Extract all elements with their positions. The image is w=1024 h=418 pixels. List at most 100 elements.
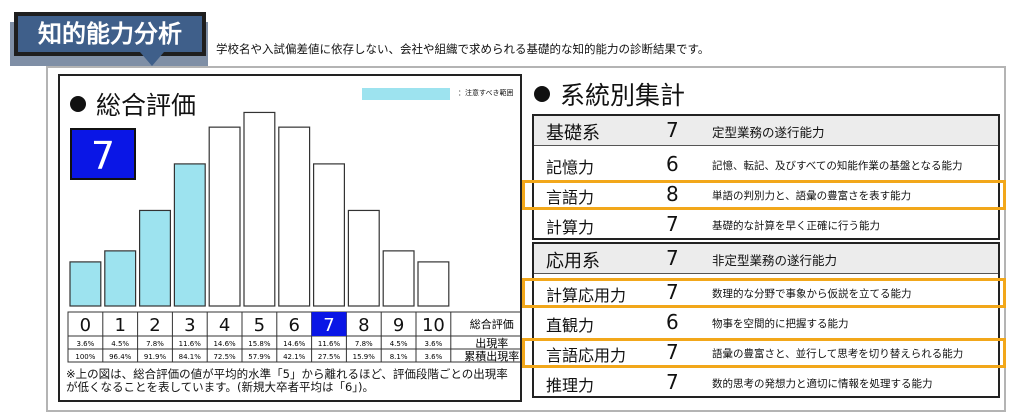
- category-label: 0: [80, 315, 91, 336]
- cumulative-label: 15.9%: [353, 353, 376, 361]
- bar-3: [173, 163, 206, 307]
- ability-score: 7: [666, 212, 679, 236]
- rate-label: 14.6%: [283, 340, 306, 348]
- systems-title: 系統別集計: [534, 76, 685, 112]
- tag-pointer: [140, 52, 164, 66]
- systems-title-text: 系統別集計: [560, 81, 686, 110]
- bar-5: [243, 111, 276, 307]
- section-tag: 知的能力分析: [14, 12, 206, 56]
- cumulative-label: 84.1%: [179, 353, 202, 361]
- overall-score: 7: [70, 128, 136, 180]
- highlight-outline: [522, 338, 1006, 368]
- rate-label: 7.8%: [355, 340, 373, 348]
- cumulative-label: 96.4%: [109, 353, 132, 361]
- rate-label: 7.8%: [146, 340, 164, 348]
- category-label: 5: [254, 315, 265, 336]
- cumulative-label: 42.1%: [283, 353, 306, 361]
- highlight-outline: [522, 180, 1006, 210]
- system-item-row: 計算力 7 基礎的な計算を早く正確に行う能力: [534, 210, 998, 240]
- ability-score: 7: [666, 246, 679, 270]
- cumulative-label: 72.5%: [213, 353, 236, 361]
- ability-score: 8: [666, 182, 679, 206]
- ability-desc: 数的思考の発想力と適切に情報を処理する能力: [712, 378, 933, 390]
- bar-8: [347, 209, 380, 307]
- ability-name: 計算応用力: [546, 286, 627, 305]
- rate-label: 15.8%: [248, 340, 271, 348]
- bar-4: [208, 126, 241, 307]
- category-label: 1: [114, 315, 125, 336]
- system-item-row: 直観力 6 物事を空間的に把握する能力: [534, 308, 998, 338]
- rate-label: 3.6%: [425, 340, 443, 348]
- bar-7: [313, 163, 346, 307]
- ability-desc: 物事を空間的に把握する能力: [712, 318, 849, 330]
- cumulative-label: 57.9%: [248, 353, 271, 361]
- ability-desc: 記憶、転記、及びすべての知能作業の基盤となる能力: [712, 160, 963, 172]
- ability-score: 7: [666, 118, 679, 142]
- cumulative-label: 91.9%: [144, 353, 167, 361]
- ability-desc: 語彙の豊富さと、並行して思考を切り替えられる能力: [712, 348, 964, 360]
- rate-label: 4.5%: [111, 340, 129, 348]
- ability-score: 7: [666, 340, 679, 364]
- cumulative-label: 8.1%: [390, 353, 408, 361]
- system-group-header: 基礎系 7 定型業務の遂行能力: [534, 116, 998, 146]
- rate-label: 11.6%: [318, 340, 341, 348]
- distribution-chart: 0 3.6% 100% 1 4.5% 96.4% 2 7.8% 91.9% 3 11.6% 84.1%…: [67, 111, 520, 363]
- legend-label: ：注意すべき範囲: [458, 89, 514, 97]
- ability-name: 直観力: [546, 316, 595, 335]
- system-group-header: 応用系 7 非定型業務の遂行能力: [534, 244, 998, 274]
- ability-desc: 単語の判別力と、語彙の豊富さを表す能力: [712, 190, 912, 202]
- selected-cell: [311, 312, 347, 336]
- ability-desc: 定型業務の遂行能力: [712, 125, 825, 140]
- ability-name: 計算力: [546, 218, 595, 237]
- bullet-icon: [70, 96, 86, 112]
- category-label: 7: [323, 315, 334, 336]
- rate-label: 14.6%: [213, 340, 236, 348]
- category-label: 3: [184, 315, 195, 336]
- overall-panel: 総合評価 ：注意すべき範囲 0 3.6% 100% 1 4.5% 96.4% 2 7.8% 91…: [58, 74, 522, 402]
- system-item-row: 言語応用力 7 語彙の豊富さと、並行して思考を切り替えられる能力: [522, 338, 1006, 368]
- ability-name: 基礎系: [546, 123, 600, 144]
- ability-name: 言語力: [546, 188, 595, 207]
- system-item-row: 推理力 7 数的思考の発想力と適切に情報を処理する能力: [534, 368, 998, 398]
- bar-10: [417, 261, 450, 307]
- bar-9: [382, 250, 415, 307]
- chart-note: ※上の図は、総合評価の値が平均的水準「5」から離れるほど、評価段階ごとの出現率が…: [66, 367, 508, 394]
- row-label-rate: 出現率: [475, 336, 508, 350]
- row-label-category: 総合評価: [470, 317, 514, 331]
- bar-2: [138, 209, 171, 307]
- ability-score: 6: [666, 152, 679, 176]
- ability-name: 推理力: [546, 376, 595, 395]
- category-label: 9: [393, 315, 404, 336]
- legend-swatch: [362, 88, 450, 100]
- category-label: 2: [149, 315, 160, 336]
- ability-score: 6: [666, 310, 679, 334]
- cumulative-label: 100%: [75, 353, 95, 361]
- ability-name: 応用系: [546, 251, 600, 272]
- ability-desc: 数理的な分野で事象から仮説を立てる能力: [712, 288, 912, 300]
- rate-label: 3.6%: [77, 340, 95, 348]
- bullet-icon: [534, 86, 550, 102]
- category-label: 8: [358, 315, 369, 336]
- ability-name: 記憶力: [546, 158, 595, 177]
- highlight-outline: [522, 278, 1006, 308]
- system-item-row: 言語力 8 単語の判別力と、語彙の豊富さを表す能力: [522, 180, 1006, 210]
- bar-0: [69, 261, 102, 307]
- rate-label: 4.5%: [390, 340, 408, 348]
- system-block-1: 応用系 7 非定型業務の遂行能力計算応用力 7 数理的な分野で事象から仮説を立てる能力直…: [522, 242, 1006, 398]
- ability-desc: 非定型業務の遂行能力: [712, 253, 838, 268]
- bar-6: [278, 126, 311, 307]
- category-label: 10: [422, 315, 445, 336]
- bar-1: [104, 250, 137, 307]
- intro-text: 学校名や入試偏差値に依存しない、会社や組織で求められる基礎的な知的能力の診断結果…: [216, 42, 710, 56]
- overall-title-text: 総合評価: [96, 91, 197, 120]
- ability-name: 言語応用力: [546, 346, 627, 365]
- ability-score: 7: [666, 370, 679, 394]
- cumulative-label: 3.6%: [425, 353, 443, 361]
- category-label: 6: [288, 315, 299, 336]
- category-label: 4: [219, 315, 230, 336]
- cumulative-label: 27.5%: [318, 353, 341, 361]
- row-label-cumulative: 累積出現率: [464, 349, 519, 363]
- report-frame: [46, 66, 1006, 412]
- system-block-0: 基礎系 7 定型業務の遂行能力記憶力 6 記憶、転記、及びすべての知能作業の基盤となる能…: [522, 114, 1006, 240]
- rate-label: 11.6%: [179, 340, 202, 348]
